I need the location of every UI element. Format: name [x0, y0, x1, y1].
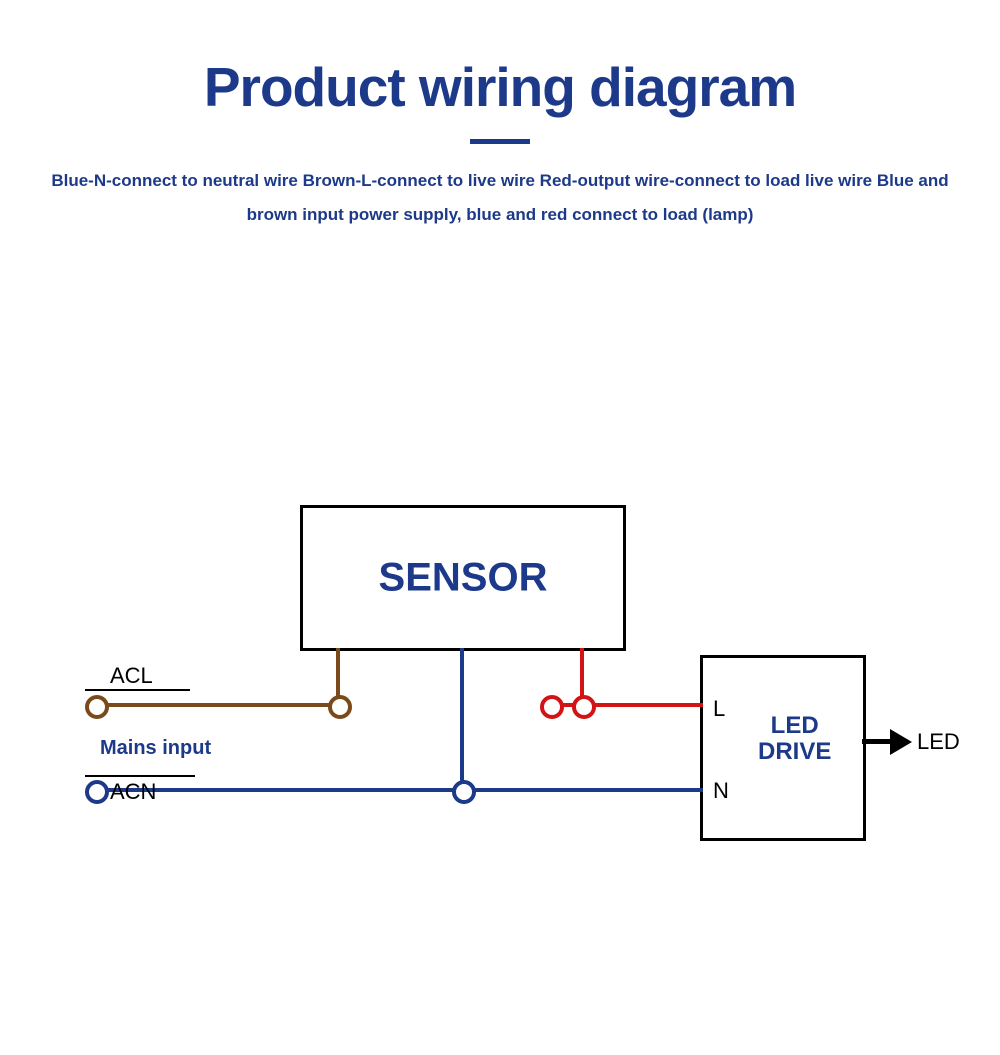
pin-l-label: L — [713, 696, 725, 722]
led-arrow-icon — [890, 729, 912, 755]
led-output-label: LED — [917, 729, 960, 755]
junction-red-2 — [540, 695, 564, 719]
sensor-box: SENSOR — [300, 505, 626, 651]
led-drive-box: LED DRIVE L N — [700, 655, 866, 841]
wire-acn-stub — [460, 648, 464, 791]
page-title: Product wiring diagram — [0, 55, 1000, 119]
acl-label: ACL — [110, 663, 153, 689]
acn-baseline — [85, 775, 195, 777]
led-drive-label: LED DRIVE — [758, 713, 831, 766]
junction-acn — [452, 780, 476, 804]
wire-led-out — [862, 739, 892, 744]
wiring-diagram: SENSOR LED DRIVE L N ACL Mains input ACN… — [0, 485, 1000, 985]
mains-input-label: Mains input — [100, 737, 211, 760]
junction-red-1 — [572, 695, 596, 719]
wire-acl-1 — [95, 703, 340, 707]
acl-baseline — [85, 689, 190, 691]
terminal-acl — [85, 695, 109, 719]
subtitle-text: Blue-N-connect to neutral wire Brown-L-c… — [50, 164, 950, 232]
acn-label: ACN — [110, 779, 156, 805]
sensor-label: SENSOR — [379, 556, 548, 601]
terminal-acn — [85, 780, 109, 804]
title-underline — [470, 139, 530, 144]
wire-acn-2 — [465, 788, 703, 792]
junction-acl — [328, 695, 352, 719]
pin-n-label: N — [713, 778, 729, 804]
